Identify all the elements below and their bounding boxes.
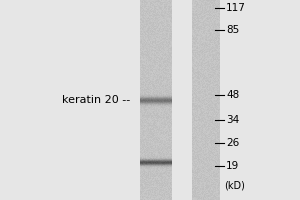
Text: 117: 117 bbox=[226, 3, 246, 13]
Text: keratin 20 --: keratin 20 -- bbox=[62, 95, 130, 105]
Text: (kD): (kD) bbox=[224, 180, 245, 190]
Text: 48: 48 bbox=[226, 90, 239, 100]
Text: 19: 19 bbox=[226, 161, 239, 171]
Text: 26: 26 bbox=[226, 138, 239, 148]
Text: 34: 34 bbox=[226, 115, 239, 125]
Text: 85: 85 bbox=[226, 25, 239, 35]
